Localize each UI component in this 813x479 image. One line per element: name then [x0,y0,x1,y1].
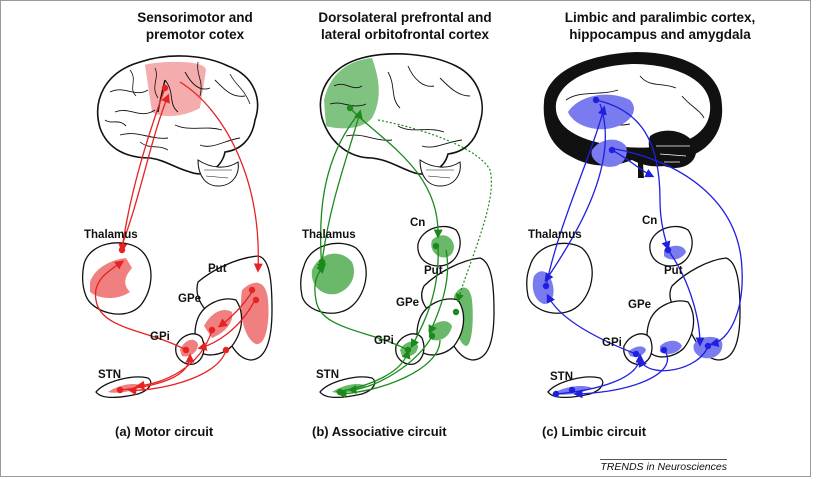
panel-a-nuclei [82,242,273,399]
panel-a-gpi-label: GPi [150,331,170,343]
panel-b-gpe-label: GPe [396,297,419,309]
panel-b-title-line2: lateral orbitofrontal cortex [320,27,490,42]
panel-a-gpe-label: GPe [178,293,201,305]
panel-c-dots [542,96,712,398]
panel-b-title: Dorsolateral prefrontal and lateral orbi… [300,9,510,43]
panel-b-brain [319,53,483,187]
panel-c-put-label: Put [664,265,683,277]
panel-a-brain [96,55,259,187]
panel-c-stn-label: STN [550,371,573,383]
panel-b-cn-label: Cn [410,217,425,229]
panel-b-title-line1: Dorsolateral prefrontal and [318,10,492,25]
panel-b-caption: (b) Associative circuit [312,424,447,439]
panel-c-caption: (c) Limbic circuit [542,424,647,439]
panel-a-put-label: Put [208,263,227,275]
panel-b-dotted-pathway [377,119,492,303]
panel-b-put-label: Put [424,265,443,277]
panel-a-dots [116,84,260,394]
panel-b-dots [318,104,460,396]
panel-b-stn-label: STN [316,369,339,381]
panel-c-gpi-label: GPi [602,337,622,349]
panel-a-title-line1: Sensorimotor and [137,10,253,25]
panel-a-title: Sensorimotor and premotor cotex [95,9,295,43]
panel-a-pathways [94,81,263,396]
panel-c-title-line2: hippocampus and amygdala [569,27,751,42]
panel-a-caption: (a) Motor circuit [115,424,214,439]
panel-c-gpe-label: GPe [628,299,651,311]
panel-c-title: Limbic and paralimbic cortex, hippocampu… [545,9,775,43]
panel-c-pathways [544,99,743,399]
panel-b-pathways [314,107,449,399]
panel-a-title-line2: premotor cotex [145,27,245,42]
panel-a-thalamus-label: Thalamus [84,229,138,241]
panel-c-cn-label: Cn [642,215,657,227]
source-credit: TRENDS in Neurosciences [600,459,727,473]
panel-c-thalamus-label: Thalamus [528,229,582,241]
panel-b-thalamus-label: Thalamus [302,229,356,241]
panel-c-title-line1: Limbic and paralimbic cortex, [564,10,756,25]
panel-b-gpi-label: GPi [374,335,394,347]
panel-c-brain [543,52,723,178]
panel-a-stn-label: STN [98,369,121,381]
